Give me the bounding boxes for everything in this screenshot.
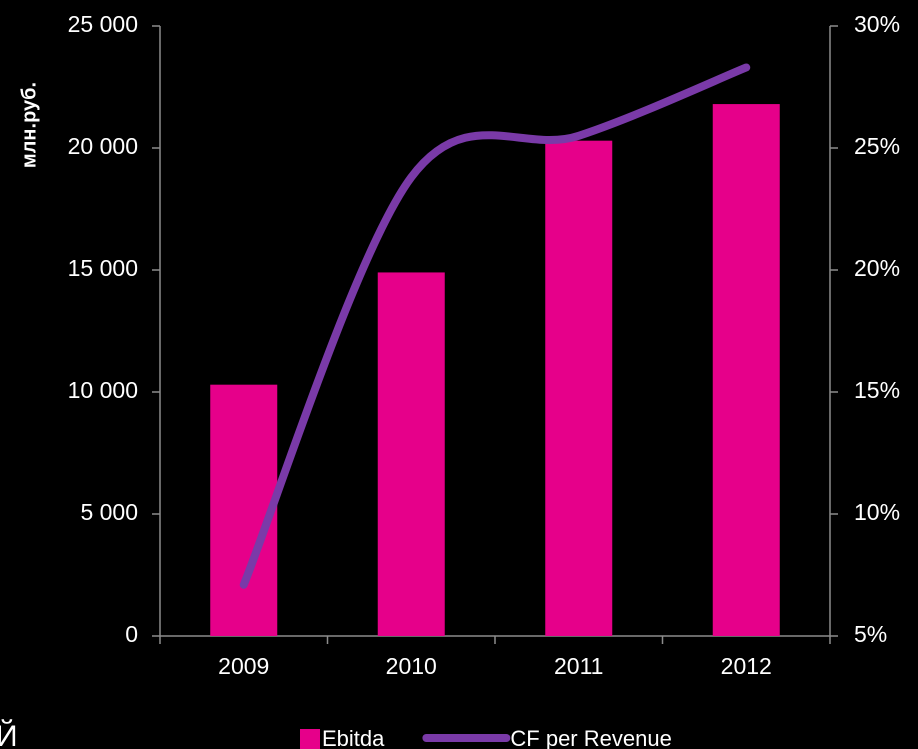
bar bbox=[210, 384, 278, 636]
annotation: Й bbox=[0, 719, 18, 749]
bar bbox=[377, 272, 445, 636]
legend-swatch bbox=[300, 729, 320, 749]
bar bbox=[545, 140, 613, 636]
x-tick-label: 2011 bbox=[554, 653, 603, 679]
bar bbox=[712, 104, 780, 636]
line bbox=[239, 63, 751, 589]
y2-tick-label: 25% bbox=[854, 133, 900, 159]
y-tick-label: 25 000 bbox=[68, 11, 138, 37]
legend-label: Ebitda bbox=[322, 726, 385, 749]
y2-tick-label: 10% bbox=[854, 499, 900, 525]
y-tick-label: 0 bbox=[125, 621, 138, 647]
y-tick-label: 10 000 bbox=[68, 377, 138, 403]
y2-tick-label: 30% bbox=[854, 11, 900, 37]
y-axis-title: млн.руб. bbox=[18, 82, 40, 168]
y-tick-label: 5 000 bbox=[80, 499, 138, 525]
y2-tick-label: 20% bbox=[854, 255, 900, 281]
legend-label: CF per Revenue bbox=[510, 726, 671, 749]
y-tick-label: 15 000 bbox=[68, 255, 138, 281]
y2-tick-label: 5% bbox=[854, 621, 887, 647]
y2-tick-label: 15% bbox=[854, 377, 900, 403]
x-tick-label: 2010 bbox=[386, 653, 437, 679]
x-tick-label: 2009 bbox=[218, 653, 269, 679]
x-tick-label: 2012 bbox=[721, 653, 772, 679]
y-tick-label: 20 000 bbox=[68, 133, 138, 159]
